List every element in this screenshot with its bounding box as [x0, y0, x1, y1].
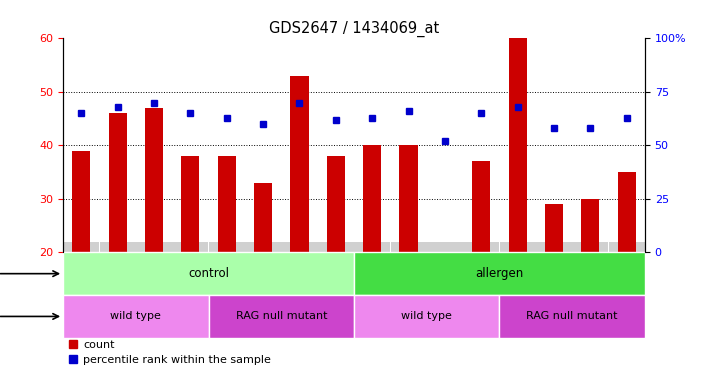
Bar [508, 38, 526, 252]
Bar [618, 172, 636, 252]
Bar [145, 108, 163, 252]
Bar [545, 204, 563, 252]
Bar [327, 156, 345, 252]
Text: wild type: wild type [401, 311, 452, 321]
Bar [217, 156, 236, 252]
Text: wild type: wild type [110, 311, 161, 321]
Bar [109, 113, 127, 252]
Bar [290, 76, 308, 252]
Text: RAG null mutant: RAG null mutant [236, 311, 327, 321]
Bar [72, 151, 90, 252]
Bar [354, 252, 645, 295]
Bar [254, 183, 272, 252]
Bar [63, 295, 209, 338]
Bar [499, 295, 645, 338]
Text: RAG null mutant: RAG null mutant [526, 311, 618, 321]
Title: GDS2647 / 1434069_at: GDS2647 / 1434069_at [269, 21, 439, 37]
Bar [581, 199, 599, 252]
Bar [354, 295, 499, 338]
Bar [400, 145, 418, 252]
Bar [363, 145, 381, 252]
Text: allergen: allergen [475, 267, 524, 280]
Bar [472, 161, 491, 252]
Text: control: control [188, 267, 229, 280]
Bar [182, 156, 200, 252]
Legend: count, percentile rank within the sample: count, percentile rank within the sample [69, 339, 271, 365]
Bar [209, 295, 354, 338]
Bar [63, 252, 354, 295]
